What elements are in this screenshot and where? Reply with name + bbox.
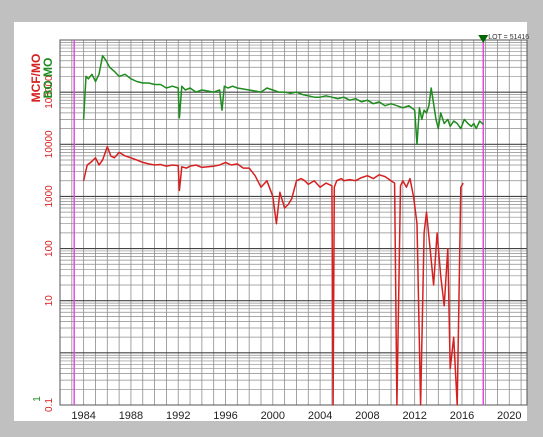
series-line-2 [82, 145, 464, 406]
vertical-markers [73, 40, 484, 405]
x-tick-label: 2000 [261, 410, 285, 422]
y-tick-label: 100000 [44, 75, 55, 109]
x-tick-label: 1988 [119, 410, 143, 422]
x-tick-label: 2004 [308, 410, 332, 422]
grid [59, 39, 528, 406]
y-tick-labels: 0.1 10 100 1000 10000 100000 1 [32, 75, 55, 412]
x-tick-label: 2016 [450, 410, 474, 422]
y-axis-title-secondary: BO MO [41, 58, 55, 99]
lot-label: LOT = 51416 [488, 34, 529, 41]
y-axis-title: MCF/MO [29, 54, 43, 103]
x-tick-labels: 1984 1988 1992 1996 2000 2004 2008 2012 2016 2020 [71, 410, 521, 422]
y-tick-label-secondary: 1 [32, 396, 43, 402]
lot-marker-icon [478, 35, 489, 43]
y-tick-label: 100 [44, 240, 55, 257]
y-tick-label: 10000 [44, 130, 55, 158]
x-tick-label: 2020 [497, 410, 521, 422]
x-tick-label: 1992 [166, 410, 190, 422]
x-tick-label: 2008 [355, 410, 379, 422]
series-lines [82, 54, 484, 406]
plot-border [59, 39, 528, 406]
series-line-1 [82, 54, 484, 146]
y-tick-label: 1000 [44, 185, 55, 208]
x-tick-label: 1996 [213, 410, 237, 422]
x-tick-label: 1984 [71, 410, 95, 422]
x-tick-label: 2012 [402, 410, 426, 422]
y-tick-label: 0.1 [44, 398, 55, 412]
y-tick-label: 10 [44, 295, 55, 307]
lot-annotation: LOT = 51416 [478, 34, 529, 43]
